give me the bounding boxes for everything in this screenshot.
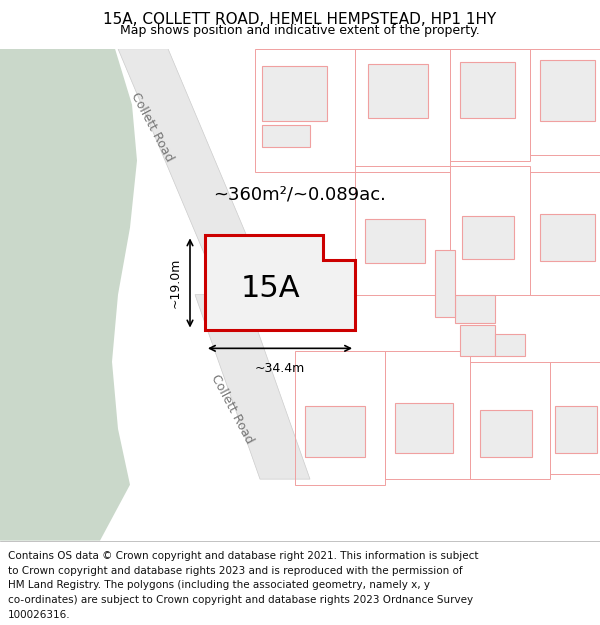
Polygon shape [118,49,255,256]
Bar [495,334,525,356]
Polygon shape [205,236,355,331]
Bar [480,410,532,457]
Bar [255,49,355,172]
Text: Collett Road: Collett Road [128,90,176,164]
Bar [455,294,495,322]
Bar [460,325,495,356]
Bar [450,49,530,161]
Bar [555,406,597,453]
Bar [295,351,385,485]
Bar [262,125,310,147]
Text: Collett Road: Collett Road [208,372,256,446]
Text: co-ordinates) are subject to Crown copyright and database rights 2023 Ordnance S: co-ordinates) are subject to Crown copyr… [8,595,473,605]
Bar [530,172,600,294]
Text: Map shows position and indicative extent of the property.: Map shows position and indicative extent… [120,24,480,36]
Bar [550,362,600,474]
Text: to Crown copyright and database rights 2023 and is reproduced with the permissio: to Crown copyright and database rights 2… [8,566,463,576]
Bar [365,219,425,263]
Bar [368,64,428,118]
Text: Contains OS data © Crown copyright and database right 2021. This information is : Contains OS data © Crown copyright and d… [8,551,478,561]
Bar [385,351,470,479]
Text: ~360m²/~0.089ac.: ~360m²/~0.089ac. [214,185,386,203]
Bar [355,49,450,166]
Bar [450,166,530,294]
Bar [540,214,595,261]
Bar [540,60,595,121]
Bar [305,406,365,457]
Text: 15A, COLLETT ROAD, HEMEL HEMPSTEAD, HP1 1HY: 15A, COLLETT ROAD, HEMEL HEMPSTEAD, HP1 … [103,12,497,27]
Text: ~34.4m: ~34.4m [255,362,305,375]
Bar [462,216,514,259]
Text: 100026316.: 100026316. [8,610,70,620]
Bar [395,403,453,453]
Bar [435,250,455,317]
Text: ~19.0m: ~19.0m [169,258,182,308]
Bar [470,362,550,479]
Bar [355,172,450,294]
Text: HM Land Registry. The polygons (including the associated geometry, namely x, y: HM Land Registry. The polygons (includin… [8,580,430,590]
Bar [460,62,515,118]
Text: 15A: 15A [241,274,301,303]
Polygon shape [195,294,310,479]
Bar [262,66,327,121]
Polygon shape [0,49,137,541]
Bar [530,49,600,155]
